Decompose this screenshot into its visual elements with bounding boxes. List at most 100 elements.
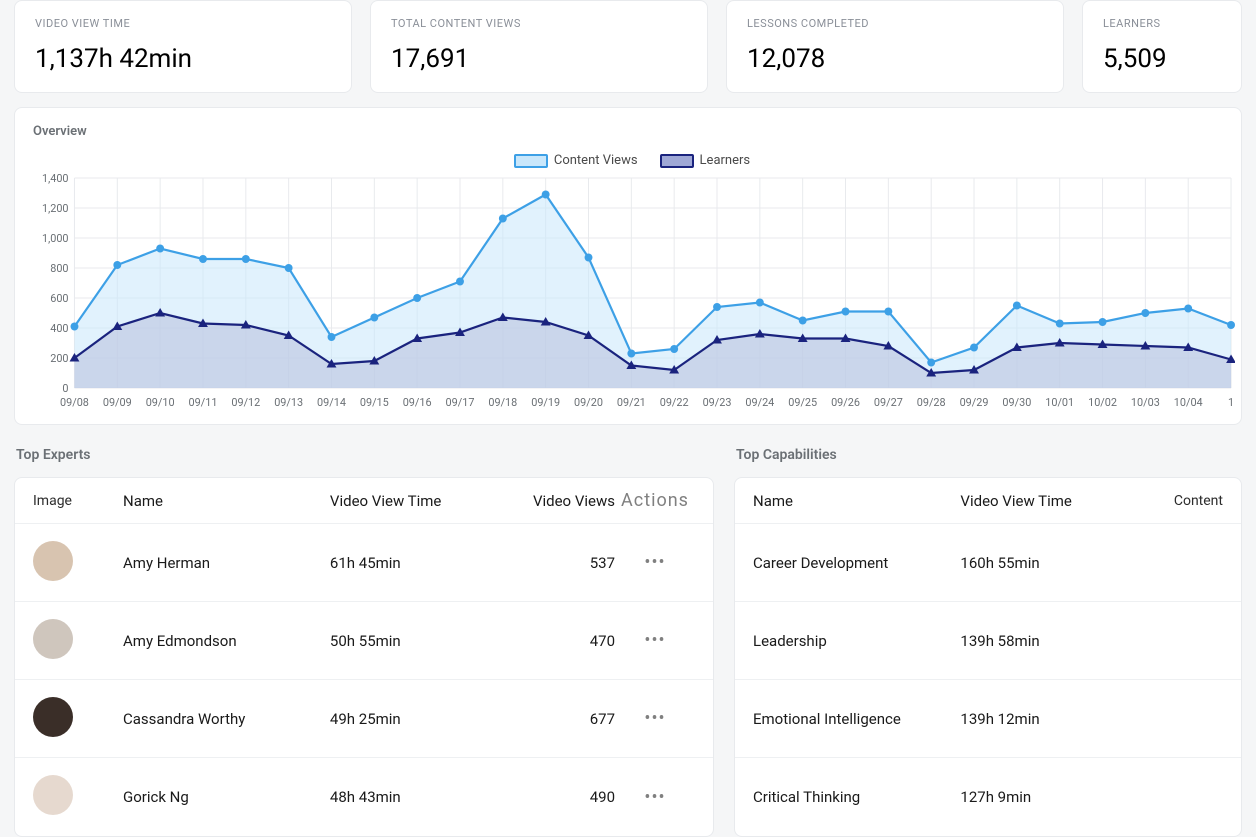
capability-name: Career Development [753,554,960,572]
more-actions-icon[interactable]: ••• [644,787,665,808]
stat-value: 5,509 [1103,44,1221,74]
table-row: Cassandra Worthy 49h 25min 677 ••• [15,680,713,758]
legend-item-content-views[interactable]: Content Views [514,153,638,168]
col-header-vvt: Video View Time [330,492,505,510]
expert-video-view-time: 50h 55min [330,632,505,650]
table-row: Emotional Intelligence 139h 12min [735,680,1241,758]
capability-video-view-time: 160h 55min [960,554,1153,572]
avatar [33,775,73,815]
avatar-cell [33,541,123,585]
svg-text:10/01: 10/01 [1045,396,1074,409]
svg-text:09/19: 09/19 [531,396,560,409]
svg-text:09/30: 09/30 [1002,396,1031,409]
table-row: Amy Edmondson 50h 55min 470 ••• [15,602,713,680]
avatar-cell [33,697,123,741]
legend-label: Content Views [554,153,638,168]
capability-video-view-time: 139h 12min [960,710,1153,728]
svg-text:09/18: 09/18 [488,396,517,409]
expert-video-views: 470 [505,632,615,650]
expert-name: Amy Edmondson [123,632,330,650]
experts-table: Image Name Video View Time Video Views A… [14,477,714,837]
svg-text:10/04: 10/04 [1174,396,1203,409]
stat-label: TOTAL CONTENT VIEWS [391,17,687,30]
svg-text:1,000: 1,000 [42,232,69,245]
svg-text:400: 400 [50,322,68,335]
avatar [33,619,73,659]
stat-card-video-view-time: VIDEO VIEW TIME 1,137h 42min [14,0,352,93]
expert-video-views: 677 [505,710,615,728]
svg-text:200: 200 [50,352,68,365]
stat-label: LEARNERS [1103,17,1221,30]
col-header-views: Video Views [505,492,615,510]
avatar [33,541,73,581]
overview-panel: Overview Content Views Learners 02004006… [14,107,1242,425]
col-header-name: Name [753,492,960,510]
table-row: Critical Thinking 127h 9min [735,758,1241,836]
legend-item-learners[interactable]: Learners [660,153,751,168]
svg-text:09/15: 09/15 [360,396,389,409]
col-header-name: Name [123,492,330,510]
capabilities-table: Name Video View Time Content Career Deve… [734,477,1242,837]
svg-text:09/25: 09/25 [788,396,817,409]
svg-text:09/24: 09/24 [745,396,774,409]
capability-name: Emotional Intelligence [753,710,960,728]
svg-text:1,200: 1,200 [42,202,69,215]
col-header-content: Content [1153,493,1223,509]
stat-label: VIDEO VIEW TIME [35,17,331,30]
svg-text:09/27: 09/27 [874,396,903,409]
svg-text:09/10: 09/10 [146,396,175,409]
top-experts-panel: Top Experts Image Name Video View Time V… [14,439,714,837]
svg-text:10/03: 10/03 [1131,396,1160,409]
more-actions-icon[interactable]: ••• [644,552,665,573]
expert-name: Amy Herman [123,554,330,572]
svg-text:09/09: 09/09 [103,396,132,409]
overview-chart: 02004006008001,0001,2001,40009/0809/0909… [29,174,1235,414]
tables-row: Top Experts Image Name Video View Time V… [0,439,1256,837]
capability-video-view-time: 139h 58min [960,632,1153,650]
avatar-cell [33,775,123,819]
expert-video-views: 537 [505,554,615,572]
svg-text:1: 1 [1228,396,1234,409]
expert-video-views: 490 [505,788,615,806]
stat-value: 12,078 [747,44,1043,74]
col-header-actions: Actions [615,490,695,511]
expert-name: Cassandra Worthy [123,710,330,728]
chart-legend: Content Views Learners [29,153,1235,168]
top-experts-title: Top Experts [16,447,714,463]
overview-title: Overview [29,124,1235,139]
stat-value: 17,691 [391,44,687,74]
col-header-vvt: Video View Time [960,492,1153,510]
svg-text:10/02: 10/02 [1088,396,1117,409]
table-row: Leadership 139h 58min [735,602,1241,680]
svg-text:09/26: 09/26 [831,396,860,409]
table-row: Career Development 160h 55min [735,524,1241,602]
legend-swatch-icon [514,154,548,168]
more-actions-icon[interactable]: ••• [644,630,665,651]
avatar-cell [33,619,123,663]
top-capabilities-panel: Top Capabilities Name Video View Time Co… [734,439,1242,837]
svg-text:09/13: 09/13 [274,396,303,409]
expert-video-view-time: 61h 45min [330,554,505,572]
stat-card-lessons-completed: LESSONS COMPLETED 12,078 [726,0,1064,93]
svg-text:09/12: 09/12 [231,396,260,409]
svg-text:09/11: 09/11 [189,396,218,409]
svg-text:600: 600 [50,292,68,305]
col-header-image: Image [33,493,123,509]
expert-video-view-time: 49h 25min [330,710,505,728]
stat-card-learners: LEARNERS 5,509 [1082,0,1242,93]
legend-swatch-icon [660,154,694,168]
expert-video-view-time: 48h 43min [330,788,505,806]
stat-value: 1,137h 42min [35,44,331,74]
svg-text:800: 800 [50,262,68,275]
stat-card-total-content-views: TOTAL CONTENT VIEWS 17,691 [370,0,708,93]
legend-label: Learners [700,153,751,168]
capabilities-header-row: Name Video View Time Content [735,478,1241,524]
stat-label: LESSONS COMPLETED [747,17,1043,30]
svg-text:09/21: 09/21 [617,396,646,409]
svg-text:09/28: 09/28 [917,396,946,409]
expert-name: Gorick Ng [123,788,330,806]
more-actions-icon[interactable]: ••• [644,708,665,729]
svg-text:09/22: 09/22 [660,396,689,409]
table-row: Amy Herman 61h 45min 537 ••• [15,524,713,602]
avatar [33,697,73,737]
